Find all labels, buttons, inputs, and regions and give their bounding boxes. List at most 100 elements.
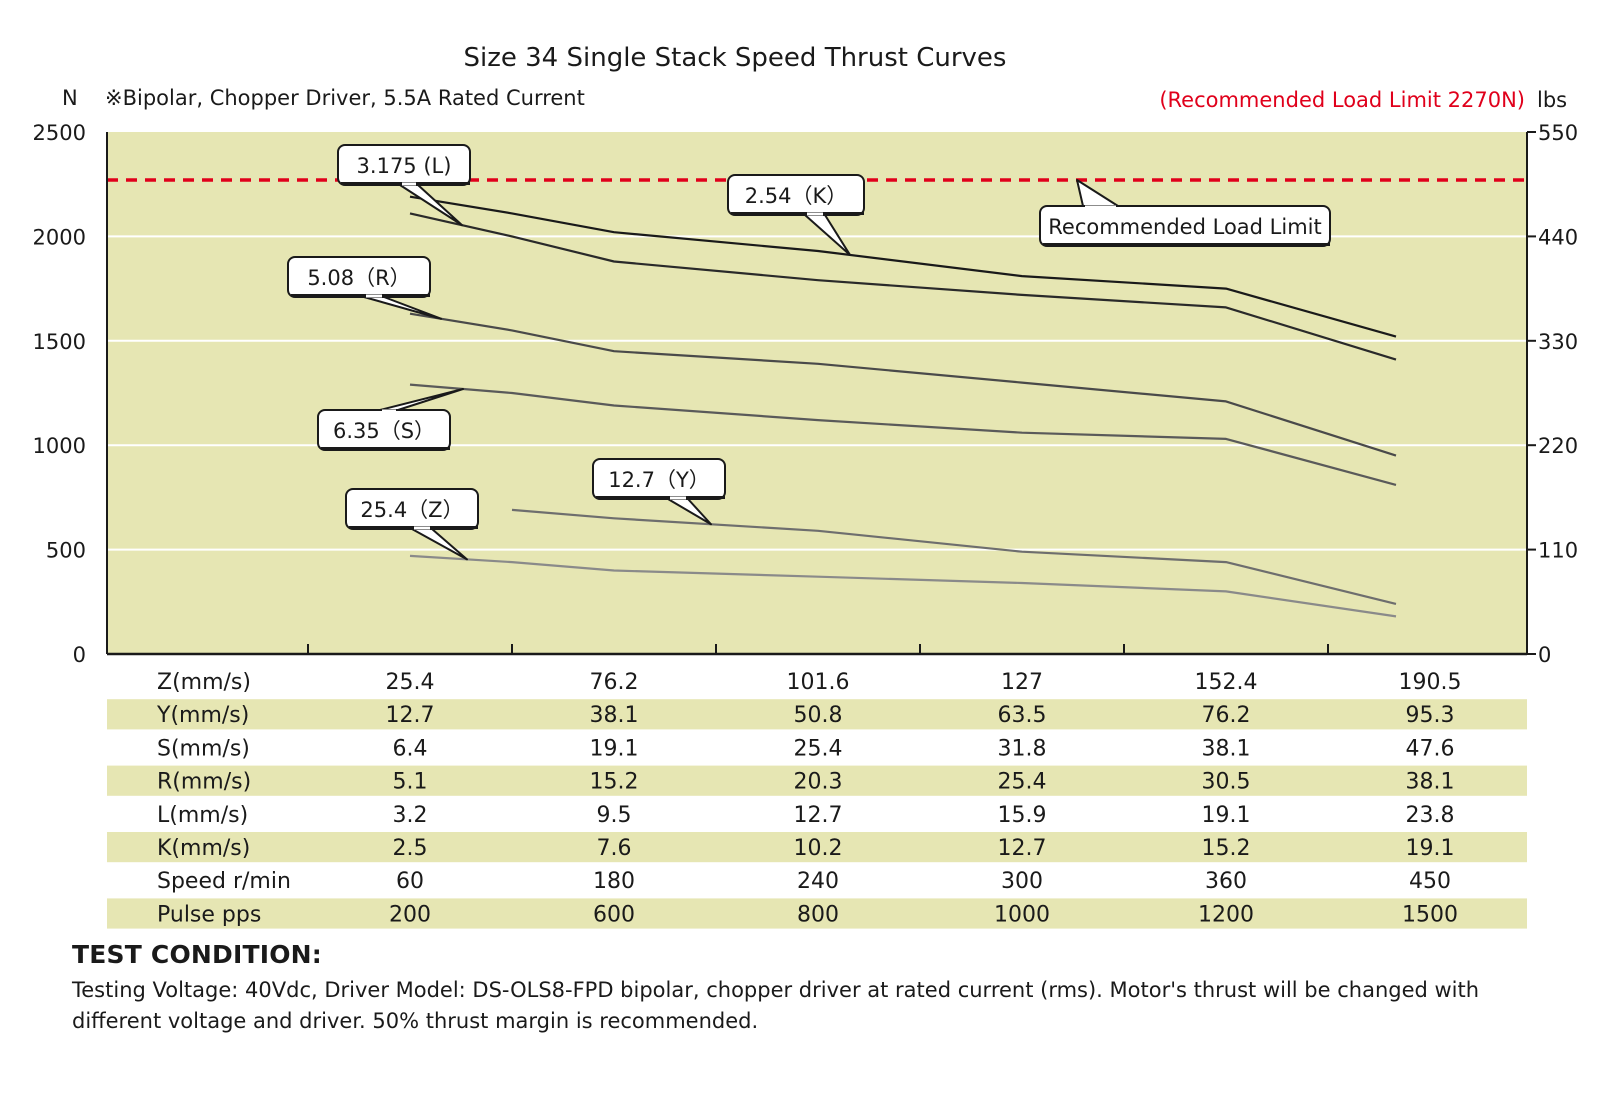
table-cell: 19.1	[1406, 836, 1455, 861]
table-cell: 15.2	[590, 770, 639, 795]
table-cell: 190.5	[1399, 670, 1462, 695]
table-cell: 31.8	[998, 736, 1047, 761]
callout-shadow	[291, 294, 430, 297]
series-callout: Recommended Load Limit	[1039, 179, 1331, 247]
callout-label: 12.7（Y）	[608, 468, 710, 492]
table-cell: 240	[797, 869, 839, 894]
table-cell: 3.2	[393, 803, 428, 828]
table-row: K(mm/s) 2.5 7.6 10.2 12.7 15.2 19.1	[107, 832, 1527, 863]
table-cell: 20.3	[794, 770, 843, 795]
table-cell: 101.6	[787, 670, 850, 695]
table-row-band	[107, 765, 1527, 796]
test-condition-title: TEST CONDITION:	[72, 940, 322, 969]
table-cell: 50.8	[794, 703, 843, 728]
table-cell: 38.1	[1202, 736, 1251, 761]
series-callout: 6.35（S）	[317, 387, 464, 451]
callout-shadow	[731, 212, 864, 215]
table-cell: 10.2	[794, 836, 843, 861]
table-cell: 1000	[994, 902, 1050, 927]
series-callout: 3.175 (L)	[337, 144, 471, 227]
table-row: Y(mm/s) 12.7 38.1 50.8 63.5 76.2 95.3	[107, 699, 1527, 730]
table-cell: 450	[1409, 869, 1451, 894]
y-tick-label-left: 1000	[33, 434, 86, 458]
table-row-label: Y(mm/s)	[156, 703, 249, 728]
callout-shadow	[596, 496, 725, 499]
y-axis-label-right: lbs	[1537, 88, 1567, 112]
table-cell: 30.5	[1202, 770, 1251, 795]
table-cell: 38.1	[590, 703, 639, 728]
table-row: S(mm/s) 6.4 19.1 25.4 31.8 38.1 47.6	[157, 736, 1454, 761]
y-tick-label-right: 220	[1538, 434, 1578, 458]
table-row: L(mm/s) 3.2 9.5 12.7 15.9 19.1 23.8	[157, 803, 1454, 828]
series-line	[409, 195, 1397, 338]
series-line	[511, 508, 1397, 605]
table-cell: 19.1	[590, 736, 639, 761]
table-cell: 76.2	[1202, 703, 1251, 728]
chart-subtitle: ※Bipolar, Chopper Driver, 5.5A Rated Cur…	[105, 86, 585, 110]
y-tick-label-left: 2000	[33, 225, 86, 249]
table-cell: 25.4	[794, 736, 843, 761]
table-row-label: K(mm/s)	[157, 836, 250, 861]
table-cell: 12.7	[794, 803, 843, 828]
table-row-label: L(mm/s)	[157, 803, 248, 828]
series-line	[409, 312, 1397, 457]
table-row-label: Pulse pps	[157, 902, 261, 927]
table-cell: 800	[797, 902, 839, 927]
test-condition: TEST CONDITION: Testing Voltage: 40Vdc, …	[72, 940, 1552, 1037]
y-tick-label-right: 330	[1538, 330, 1578, 354]
y-tick-label-right: 440	[1538, 225, 1578, 249]
table-row: Pulse pps 200 600 800 1000 1200 1500	[107, 898, 1527, 929]
table-cell: 300	[1001, 869, 1043, 894]
callout-shadow	[1043, 243, 1330, 246]
table-row-band	[107, 898, 1527, 929]
series-callout: 25.4（Z）	[345, 488, 479, 561]
y-tick-label-left: 0	[73, 643, 86, 667]
y-tick-label-right: 110	[1538, 539, 1578, 563]
y-axis-label-left: N	[62, 86, 78, 110]
table-row: R(mm/s) 5.1 15.2 20.3 25.4 30.5 38.1	[107, 765, 1527, 796]
table-row: Z(mm/s) 25.4 76.2 101.6 127 152.4 190.5	[157, 670, 1461, 695]
series-callout: 12.7（Y）	[592, 458, 726, 526]
y-tick-label-right: 0	[1538, 643, 1551, 667]
y-tick-label-left: 500	[46, 539, 86, 563]
table-cell: 360	[1205, 869, 1247, 894]
table-cell: 25.4	[998, 770, 1047, 795]
table-cell: 1200	[1198, 902, 1254, 927]
series-callout: 2.54（K）	[727, 174, 865, 256]
table-row-label: Z(mm/s)	[157, 670, 251, 695]
callout-label: Recommended Load Limit	[1048, 215, 1321, 239]
test-condition-body: Testing Voltage: 40Vdc, Driver Model: DS…	[72, 978, 1480, 1033]
table-cell: 60	[396, 869, 424, 894]
table-cell: 9.5	[597, 803, 632, 828]
table-cell: 15.2	[1202, 836, 1251, 861]
chart-title: Size 34 Single Stack Speed Thrust Curves	[464, 43, 1007, 73]
series-callout: 5.08（R）	[287, 256, 442, 320]
data-table: Z(mm/s) 25.4 76.2 101.6 127 152.4 190.5 Y(mm/s)…	[107, 670, 1527, 929]
table-cell: 5.1	[393, 770, 428, 795]
table-row-band	[107, 832, 1527, 863]
recommended-limit-label: (Recommended Load Limit 2270N)	[1159, 88, 1525, 112]
y-tick-label-right: 550	[1538, 121, 1578, 145]
callout-label: 2.54（K）	[745, 184, 848, 208]
callout-label: 5.08（R）	[307, 266, 410, 290]
callout-label: 25.4（Z）	[360, 498, 463, 522]
callout-shadow	[349, 526, 478, 529]
table-cell: 2.5	[393, 836, 428, 861]
series-layer	[409, 195, 1397, 618]
table-cell: 12.7	[998, 836, 1047, 861]
series-line	[409, 212, 1397, 361]
table-cell: 180	[593, 869, 635, 894]
table-cell: 12.7	[386, 703, 435, 728]
series-line	[409, 383, 1397, 486]
table-cell: 7.6	[597, 836, 632, 861]
table-row-band	[107, 699, 1527, 730]
table-cell: 76.2	[590, 670, 639, 695]
table-row-label: R(mm/s)	[157, 770, 251, 795]
table-cell: 152.4	[1195, 670, 1258, 695]
table-cell: 6.4	[393, 736, 428, 761]
y-tick-label-left: 2500	[33, 121, 86, 145]
callouts: 3.175 (L) 2.54（K） 5.08（R） 6.35（S） 12.7（Y） 25.…	[287, 144, 1331, 561]
axes: 0 0 500 110 1000 220 1500 330 2000 440 2500 550	[33, 121, 1579, 667]
table-cell: 127	[1001, 670, 1043, 695]
